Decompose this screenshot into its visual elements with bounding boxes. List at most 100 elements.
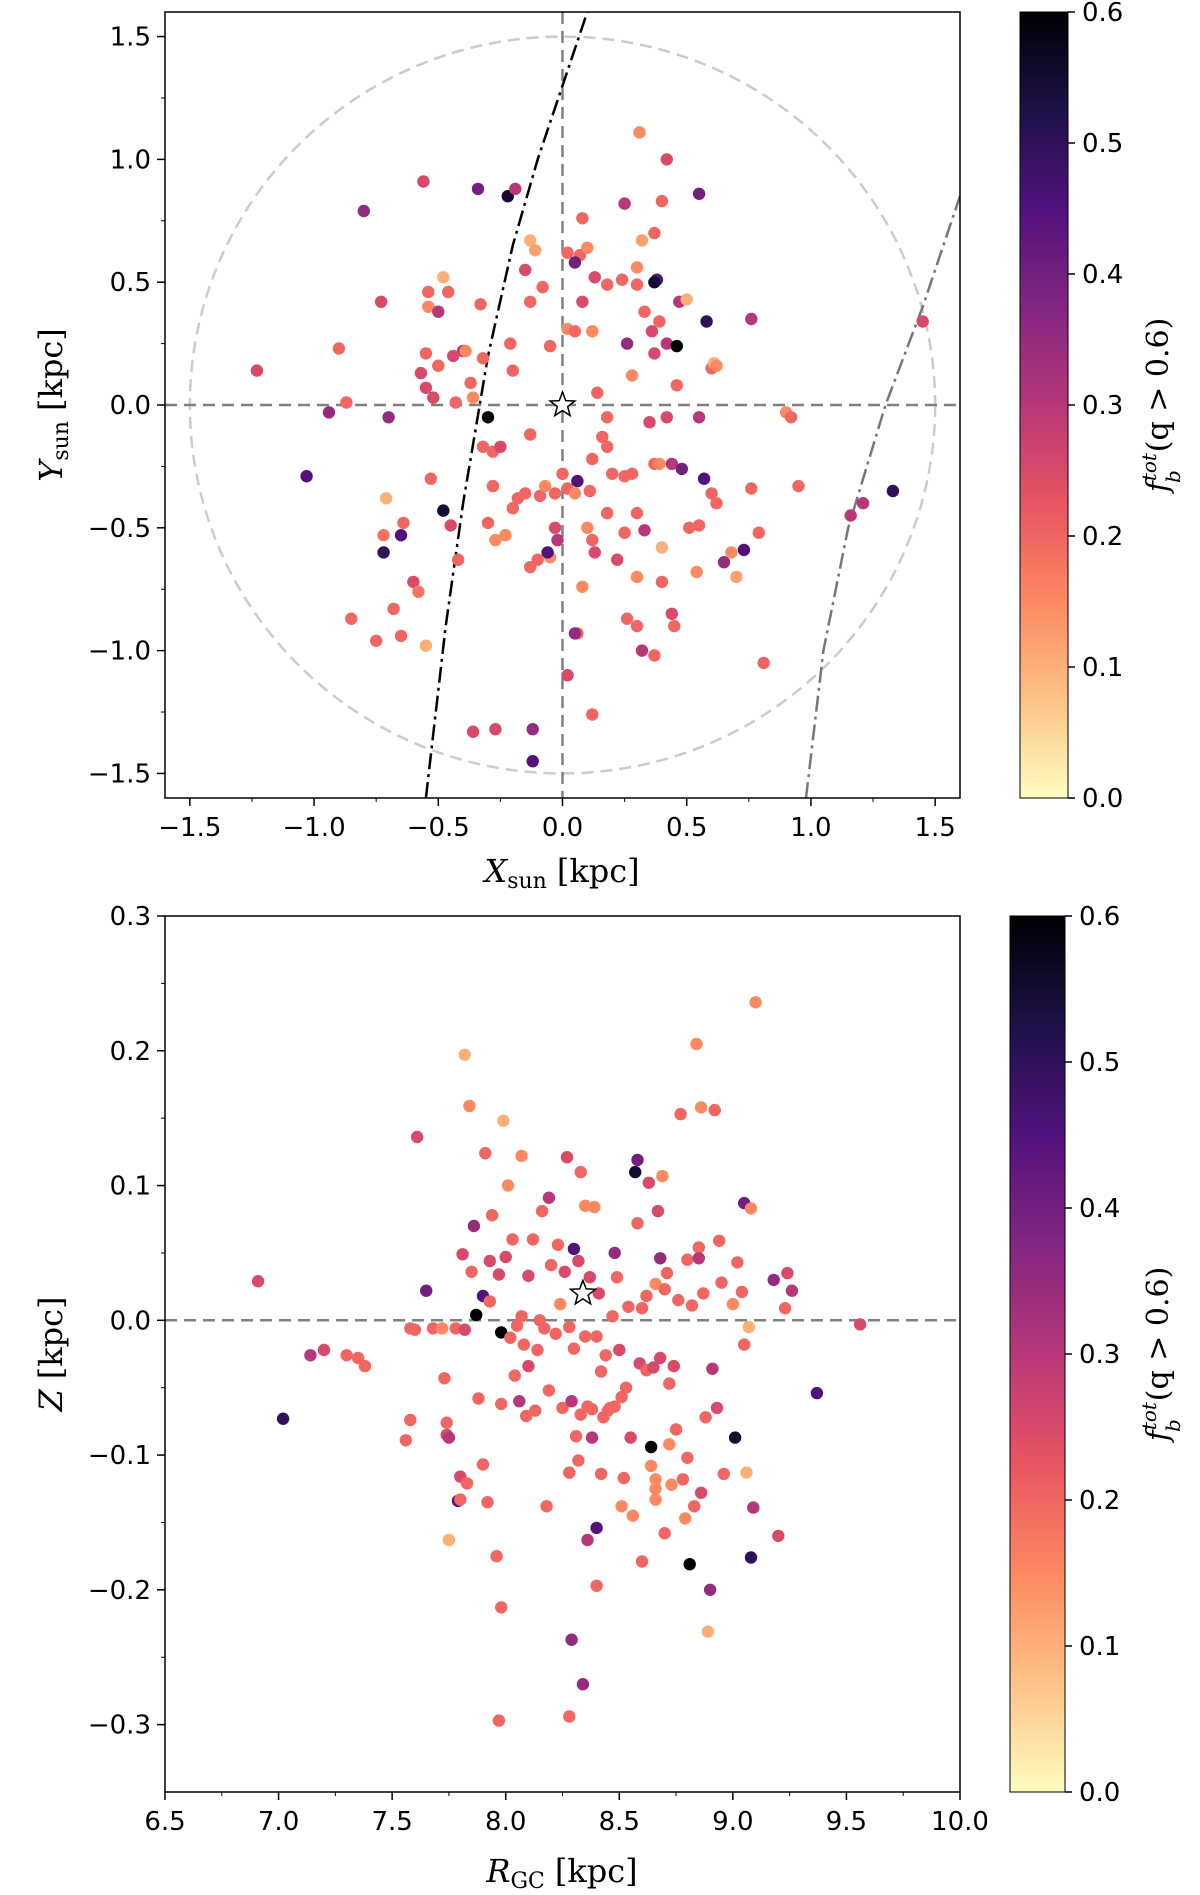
data-point (563, 1320, 576, 1334)
data-point (529, 244, 542, 257)
colorbar-tick-label: 0.4 (1079, 1194, 1120, 1224)
colorbar-tick-label: 0.1 (1079, 1632, 1120, 1662)
data-point (551, 533, 564, 547)
data-point (558, 1265, 571, 1279)
data-point (332, 342, 346, 355)
bottom-xlabel: RGC [kpc] (485, 1852, 637, 1894)
y-tick-label: 0.2 (110, 1037, 151, 1067)
colorbar-tick-label: 0.5 (1082, 129, 1123, 159)
data-point (655, 541, 669, 554)
data-point (561, 669, 574, 682)
data-point (781, 1266, 794, 1280)
y-tick-label: 1.5 (110, 23, 151, 53)
data-point (513, 1395, 526, 1408)
colorbar-tick-label: 0.3 (1082, 391, 1123, 421)
data-point (456, 1248, 469, 1261)
y-tick-label: −0.5 (88, 514, 151, 544)
data-point (651, 1204, 665, 1218)
data-point (586, 533, 599, 547)
data-point (529, 1404, 542, 1417)
data-point (654, 1252, 667, 1265)
data-point (340, 396, 353, 409)
data-point (655, 575, 669, 589)
data-point (665, 607, 678, 620)
y-tick-label: 0.3 (110, 902, 151, 932)
data-point (465, 1265, 478, 1279)
data-point (437, 504, 450, 517)
x-tick-label: 7.0 (258, 1807, 299, 1837)
data-point (408, 1323, 422, 1336)
data-point (576, 212, 589, 225)
data-point (590, 1579, 603, 1593)
data-point (497, 1114, 510, 1128)
y-tick-label: 0.5 (110, 268, 151, 298)
data-point (581, 521, 594, 534)
data-point (524, 234, 537, 247)
bottom-plot-frame (164, 915, 961, 1793)
data-point (853, 1318, 867, 1331)
data-point (630, 619, 644, 633)
data-point (399, 1434, 412, 1447)
data-point (610, 1271, 624, 1284)
data-point (476, 440, 490, 453)
data-point (710, 359, 723, 372)
data-point (572, 1254, 585, 1268)
data-point (586, 708, 599, 721)
data-point (649, 1482, 662, 1496)
data-point (730, 570, 743, 584)
data-point (576, 580, 589, 593)
y-tick-label: 1.0 (110, 145, 151, 175)
data-point (626, 1509, 640, 1522)
data-point (432, 305, 445, 318)
data-point (404, 1413, 417, 1427)
data-point (676, 1473, 690, 1486)
data-point (492, 1268, 506, 1281)
data-point (588, 1200, 601, 1214)
data-point (422, 285, 435, 299)
data-point (688, 1500, 701, 1513)
top-colorbar-label: ftotb(q > 0.6) (1137, 318, 1185, 495)
y-tick-label: −0.3 (88, 1711, 151, 1741)
data-point (581, 1533, 594, 1547)
data-point (420, 1284, 433, 1297)
data-point (568, 487, 582, 500)
data-point (601, 440, 614, 453)
top-panel: −1.5 −1.0 −0.5 0.0 0.5 1.0 1.5−1.5−1.0−0.50.00… (32, 0, 1185, 894)
data-point (630, 261, 644, 274)
data-point (625, 467, 639, 480)
data-point (690, 565, 703, 579)
data-point (685, 1299, 699, 1312)
data-point (576, 1678, 590, 1691)
data-point (856, 497, 870, 510)
data-point (647, 1361, 660, 1374)
data-point (649, 1277, 662, 1291)
data-point (620, 612, 634, 625)
data-point (533, 489, 547, 503)
data-point (668, 619, 681, 633)
data-point (481, 516, 495, 530)
data-point (585, 1431, 599, 1444)
data-point (563, 1710, 576, 1723)
data-point (576, 295, 589, 308)
data-point (772, 1529, 785, 1543)
data-point (585, 1403, 599, 1416)
data-point (449, 1322, 462, 1335)
data-point (613, 1343, 626, 1357)
data-point (463, 1099, 476, 1113)
data-point (452, 553, 465, 566)
data-point (427, 391, 440, 404)
data-point (745, 312, 758, 326)
x-tick-label: 1.0 (790, 813, 831, 843)
data-point (757, 656, 770, 670)
data-point (710, 497, 723, 510)
data-point (535, 1204, 549, 1218)
data-point (541, 546, 554, 559)
bottom-axis-ticks: 6.5 7.0 7.5 8.0 8.5 9.0 9.5 10.0 −0.3 −0.2 −0.1 0.0… (88, 902, 989, 1837)
data-point (653, 457, 666, 471)
data-point (670, 379, 683, 392)
data-point (715, 1276, 728, 1289)
top-xlabel: Xsun [kpc] (481, 852, 639, 894)
data-point (476, 1458, 490, 1471)
data-point (608, 1246, 621, 1260)
data-point (438, 1372, 451, 1385)
